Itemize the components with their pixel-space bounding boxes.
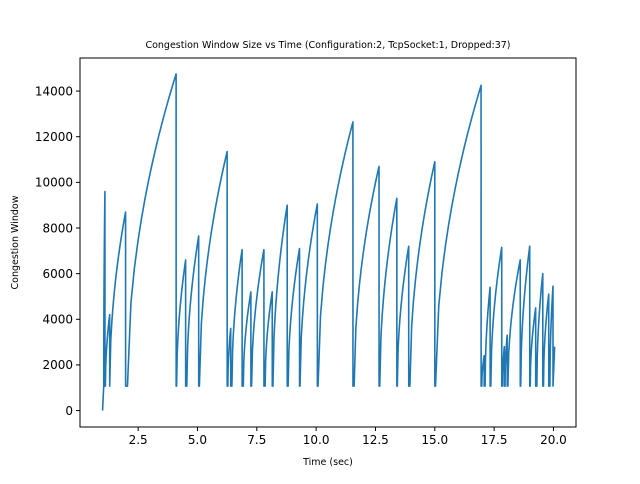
x-tick-label: 17.5 (481, 433, 508, 447)
x-tick-label: 15.0 (421, 433, 448, 447)
y-tick-label: 2000 (42, 358, 73, 372)
y-tick-label: 14000 (35, 84, 73, 98)
y-tick-label: 10000 (35, 176, 73, 190)
y-axis-label: Congestion Window (10, 195, 21, 289)
x-tick-label: 7.5 (247, 433, 266, 447)
plot-area-frame (79, 57, 577, 428)
chart-title: Congestion Window Size vs Time (Configur… (145, 40, 510, 51)
x-tick-label: 5.0 (188, 433, 207, 447)
x-tick-label: 10.0 (303, 433, 330, 447)
y-tick-label: 12000 (35, 130, 73, 144)
x-tick-label: 20.0 (540, 433, 567, 447)
congestion-window-series-line (101, 73, 556, 411)
y-tick-label: 0 (65, 404, 73, 418)
series-layer (101, 73, 556, 411)
y-tick-label: 8000 (42, 221, 73, 235)
y-tick-label: 6000 (42, 267, 73, 281)
x-tick-label: 2.5 (129, 433, 148, 447)
x-axis-label: Time (sec) (302, 457, 353, 468)
axis-ticks: 2.5 5.0 7.5 10.0 12.5 15.0 17.5 20.0 0 2000 4000 60… (35, 84, 567, 447)
x-tick-label: 12.5 (362, 433, 389, 447)
y-tick-label: 4000 (42, 313, 73, 327)
